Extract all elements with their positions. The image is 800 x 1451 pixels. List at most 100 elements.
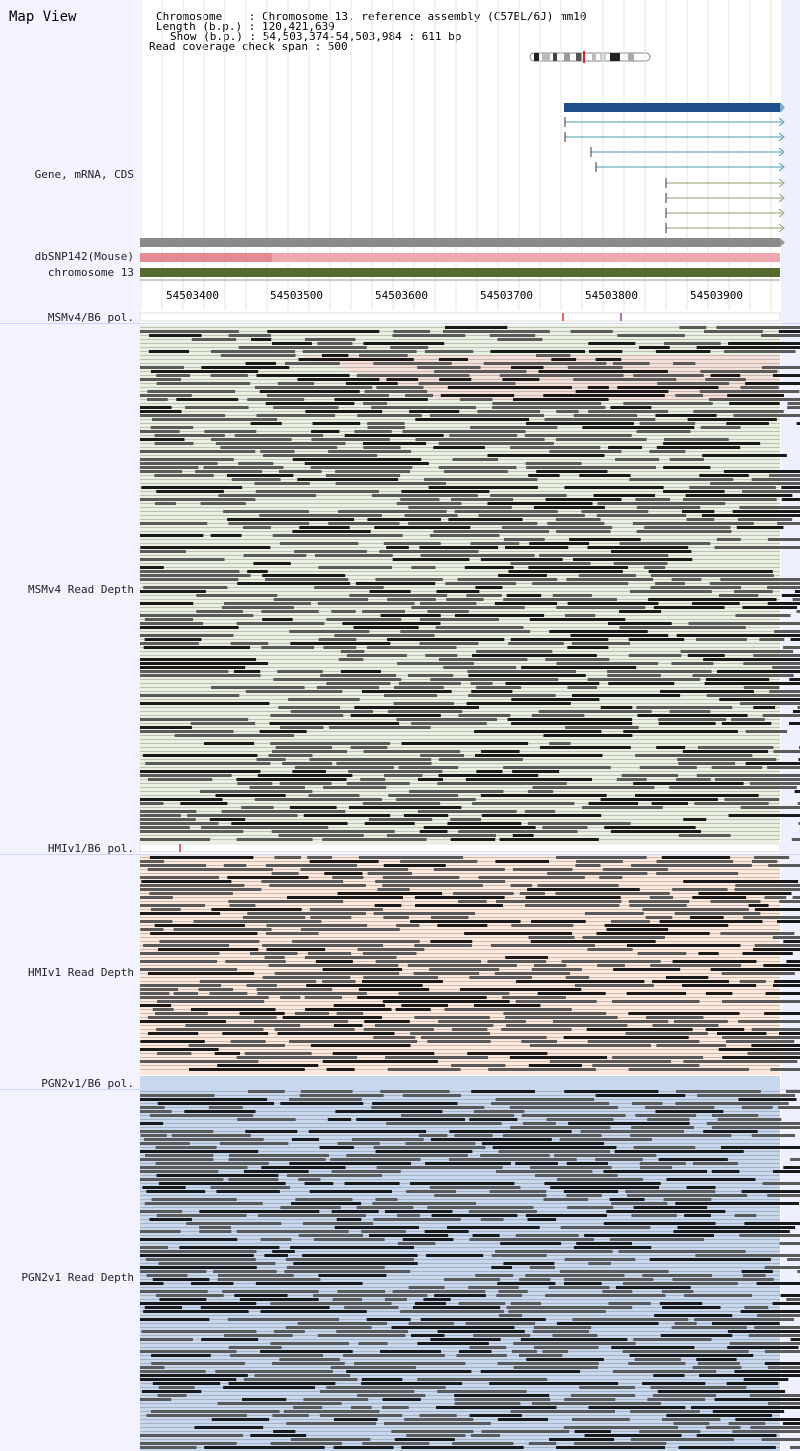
read [140, 1290, 208, 1293]
read [534, 1174, 618, 1177]
read [672, 960, 757, 963]
read [688, 622, 800, 625]
read [140, 988, 179, 991]
read [696, 1434, 777, 1437]
read [231, 822, 348, 825]
chromosome-track-label: chromosome 13 [47, 266, 134, 279]
read [411, 606, 525, 609]
read [380, 1350, 442, 1353]
read [451, 498, 514, 501]
read [525, 462, 582, 465]
read [336, 1218, 362, 1221]
dbsnp-segment[interactable] [140, 253, 272, 262]
read [356, 1206, 414, 1209]
hmi-pol-track[interactable] [139, 843, 781, 853]
read [304, 462, 429, 465]
gene-bar[interactable] [564, 103, 780, 112]
read [208, 1106, 243, 1109]
msm-pol-track[interactable] [139, 312, 781, 322]
read [687, 418, 777, 421]
cds-lines[interactable] [665, 178, 785, 233]
gene-span-bar[interactable] [140, 238, 780, 247]
read [772, 666, 800, 669]
read [491, 1254, 547, 1257]
read [199, 1210, 320, 1213]
read [151, 1198, 237, 1201]
read [494, 602, 558, 605]
pgn-reads[interactable] [140, 1090, 800, 1449]
ideogram-band [576, 53, 582, 61]
read [443, 470, 508, 473]
read [588, 342, 636, 345]
read [618, 1250, 746, 1253]
read [211, 1418, 270, 1421]
read [582, 936, 665, 939]
read [140, 498, 256, 501]
read [140, 884, 245, 887]
read [326, 1386, 446, 1389]
read [302, 1254, 418, 1257]
read [262, 944, 383, 947]
gene-track[interactable] [564, 102, 785, 233]
read [734, 1214, 757, 1217]
read [256, 374, 350, 377]
read [626, 944, 741, 947]
read [215, 1370, 333, 1373]
read [294, 550, 367, 553]
read [475, 586, 503, 589]
ruler-tick: 54503700 [480, 289, 533, 302]
hmi-reads[interactable] [140, 856, 800, 1071]
read [587, 546, 689, 549]
read [140, 1040, 205, 1043]
read [779, 900, 800, 903]
read [292, 770, 326, 773]
read [395, 1008, 431, 1011]
read [602, 868, 668, 871]
read [540, 746, 631, 749]
read [430, 940, 473, 943]
read [449, 434, 518, 437]
read [607, 670, 712, 673]
mrna-lines[interactable] [564, 117, 785, 172]
read [428, 486, 538, 489]
read [243, 1378, 358, 1381]
read [209, 992, 248, 995]
read [414, 1302, 446, 1305]
read [566, 1162, 608, 1165]
read [497, 1282, 556, 1285]
read [270, 742, 391, 745]
chromosome-track[interactable] [140, 268, 780, 277]
read [326, 682, 391, 685]
read [413, 972, 480, 975]
read [150, 1114, 254, 1117]
read [419, 642, 479, 645]
read [560, 1226, 651, 1229]
read [628, 654, 682, 657]
read [505, 1016, 618, 1019]
read [656, 746, 686, 749]
dbsnp-track[interactable] [140, 253, 780, 262]
read [330, 1158, 421, 1161]
read [404, 1418, 474, 1421]
read [259, 730, 307, 733]
read [673, 1230, 790, 1233]
read [318, 566, 392, 569]
read [152, 1382, 221, 1385]
read [662, 1290, 694, 1293]
read [155, 1294, 224, 1297]
chromosome-ideogram[interactable] [528, 51, 654, 63]
read [398, 766, 459, 769]
read [424, 1230, 469, 1233]
read [508, 642, 564, 645]
read [309, 860, 379, 863]
read [382, 884, 483, 887]
read [431, 1214, 518, 1217]
read [652, 1024, 719, 1027]
read [588, 410, 669, 413]
read [496, 1294, 522, 1297]
msm-reads[interactable] [140, 326, 800, 841]
read [636, 506, 701, 509]
read [471, 690, 513, 693]
read [726, 422, 769, 425]
